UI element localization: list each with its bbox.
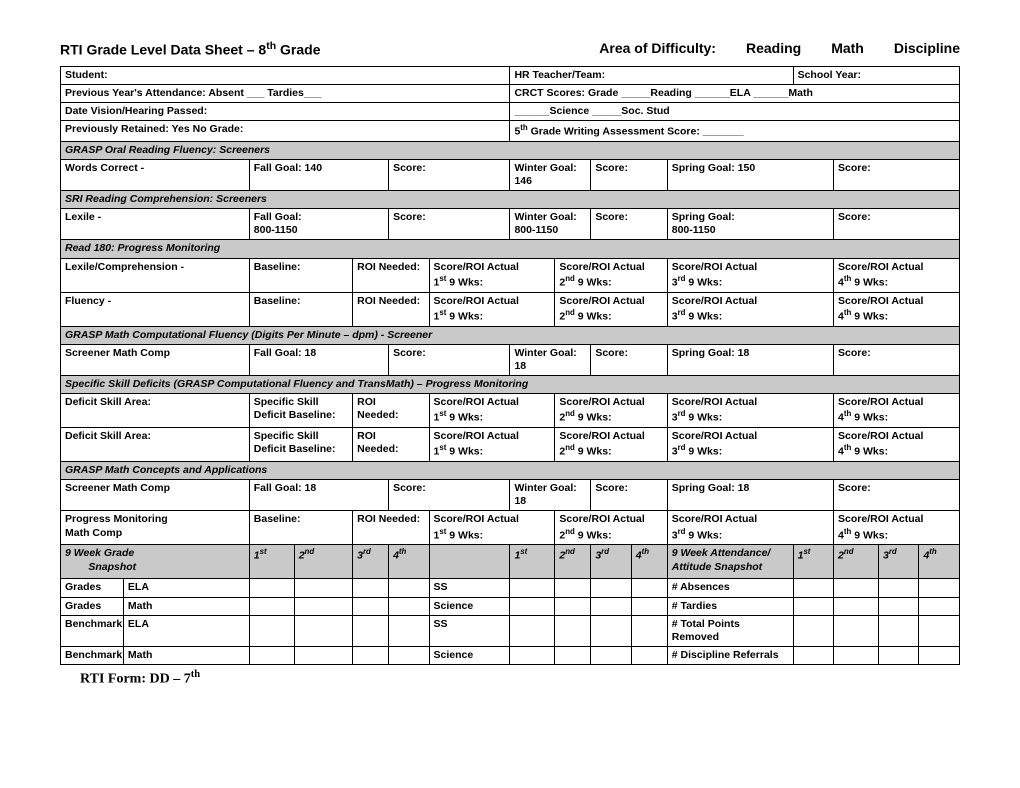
deficit-1: Deficit Skill Area:	[61, 394, 250, 428]
sri-header: SRI Reading Comprehension: Screeners	[61, 191, 960, 209]
page-header: RTI Grade Level Data Sheet – 8th Grade A…	[60, 40, 960, 58]
spring-goal-oral: Spring Goal: 150	[667, 159, 833, 190]
wk4-lexcomp: Score/ROI Actual4th 9 Wks:	[834, 258, 960, 292]
baseline-lexcomp: Baseline:	[249, 258, 352, 292]
spring-goal-lexile: Spring Goal:800-1150	[667, 209, 833, 240]
score-lexile-2: Score:	[591, 209, 667, 240]
grades-1: Grades	[61, 579, 124, 597]
winter-goal-oral: Winter Goal: 146	[510, 159, 591, 190]
area-of-difficulty: Area of Difficulty: Reading Math Discipl…	[599, 40, 960, 58]
score-oral-3: Score:	[834, 159, 960, 190]
snapshot-label: 9 Week Grade Snapshot	[61, 545, 250, 579]
wk2-flu: Score/ROI Actual2nd 9 Wks:	[555, 292, 667, 326]
words-correct: Words Correct -	[61, 159, 250, 190]
specific-skill-header: Specific Skill Deficits (GRASP Computati…	[61, 375, 960, 393]
score-oral-2: Score:	[591, 159, 667, 190]
prev-attendance: Previous Year's Attendance: Absent ___ T…	[61, 84, 510, 102]
tardies: # Tardies	[667, 597, 793, 615]
vision-hearing: Date Vision/Hearing Passed:	[61, 102, 510, 120]
fall-goal-lexile: Fall Goal:800-1150	[249, 209, 388, 240]
writing-assessment: 5th Grade Writing Assessment Score: ____…	[510, 121, 960, 142]
absences: # Absences	[667, 579, 793, 597]
grasp-math-header: GRASP Math Computational Fluency (Digits…	[61, 326, 960, 344]
page-title: RTI Grade Level Data Sheet – 8th Grade	[60, 40, 320, 58]
school-year-label: School Year:	[793, 66, 959, 84]
wk1-flu: Score/ROI Actual1st 9 Wks:	[429, 292, 555, 326]
grasp-oral-header: GRASP Oral Reading Fluency: Screeners	[61, 141, 960, 159]
score-oral-1: Score:	[389, 159, 510, 190]
benchmark-1: Benchmark	[61, 615, 124, 646]
baseline-flu: Baseline:	[249, 292, 352, 326]
hr-teacher-label: HR Teacher/Team:	[510, 66, 793, 84]
previously-retained: Previously Retained: Yes No Grade:	[61, 121, 510, 142]
data-sheet-table: Student: HR Teacher/Team: School Year: P…	[60, 66, 960, 665]
roi-needed-flu: ROI Needed:	[353, 292, 429, 326]
read180-header: Read 180: Progress Monitoring	[61, 240, 960, 258]
crct-scores: CRCT Scores: Grade _____Reading ______EL…	[510, 84, 960, 102]
wk1-lexcomp: Score/ROI Actual1st 9 Wks:	[429, 258, 555, 292]
lexile-label: Lexile -	[61, 209, 250, 240]
science-socstud: ______Science _____Soc. Stud	[510, 102, 960, 120]
wk3-lexcomp: Score/ROI Actual3rd 9 Wks:	[667, 258, 833, 292]
progress-monitoring: Progress MonitoringMath Comp	[61, 511, 250, 545]
wk4-flu: Score/ROI Actual4th 9 Wks:	[834, 292, 960, 326]
score-lexile-1: Score:	[389, 209, 510, 240]
referrals: # Discipline Referrals	[667, 646, 793, 664]
wk3-flu: Score/ROI Actual3rd 9 Wks:	[667, 292, 833, 326]
benchmark-2: Benchmark	[61, 646, 124, 664]
score-lexile-3: Score:	[834, 209, 960, 240]
deficit-2: Deficit Skill Area:	[61, 428, 250, 462]
lexile-comp: Lexile/Comprehension -	[61, 258, 250, 292]
points-removed: # Total Points Removed	[667, 615, 793, 646]
screener-math-2: Screener Math Comp	[61, 480, 250, 511]
wk2-lexcomp: Score/ROI Actual2nd 9 Wks:	[555, 258, 667, 292]
attendance-snapshot: 9 Week Attendance/Attitude Snapshot	[667, 545, 793, 579]
winter-goal-lexile: Winter Goal:800-1150	[510, 209, 591, 240]
fall-goal-oral: Fall Goal: 140	[249, 159, 388, 190]
screener-math-1: Screener Math Comp	[61, 344, 250, 375]
footer: RTI Form: DD – 7th	[80, 669, 960, 688]
roi-needed-lexcomp: ROI Needed:	[353, 258, 429, 292]
student-label: Student:	[61, 66, 510, 84]
concepts-header: GRASP Math Concepts and Applications	[61, 462, 960, 480]
grades-2: Grades	[61, 597, 124, 615]
fluency: Fluency -	[61, 292, 250, 326]
